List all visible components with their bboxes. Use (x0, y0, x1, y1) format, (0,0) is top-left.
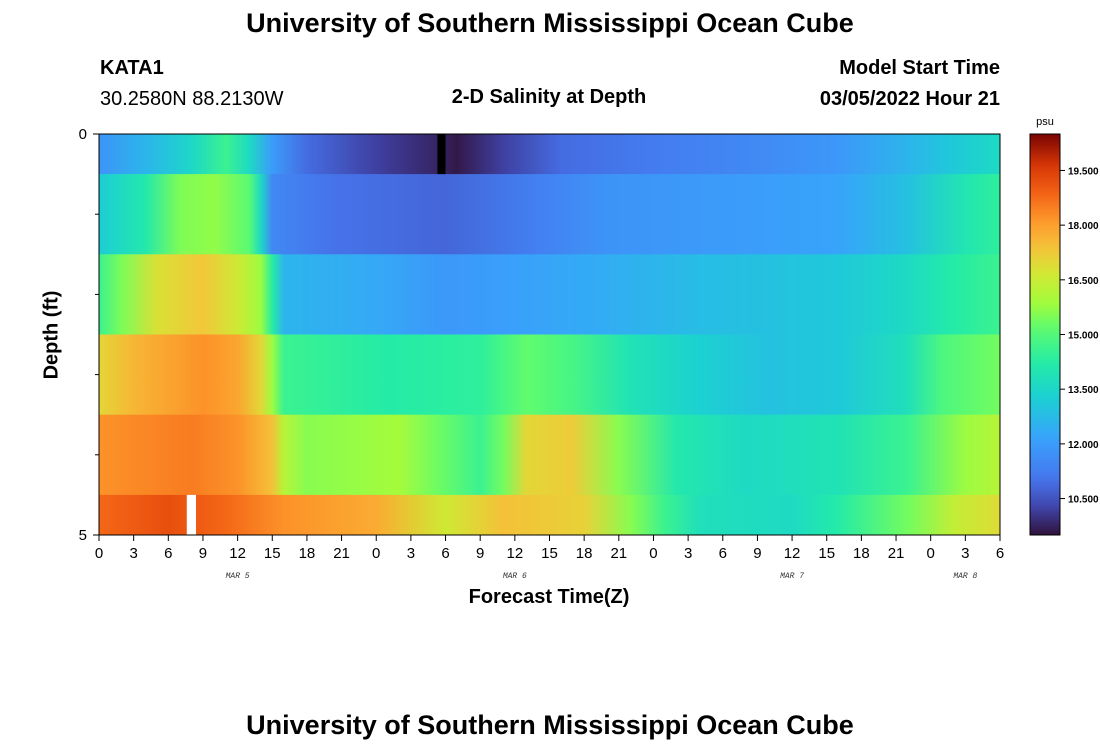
x-tick-label: 18 (299, 545, 316, 562)
x-tick-label: 0 (649, 545, 657, 562)
x-tick-label: 15 (818, 545, 835, 562)
colorbar-tick-label: 13.500 (1068, 385, 1099, 396)
salinity-layer (99, 334, 1000, 416)
x-tick-label: 15 (264, 545, 281, 562)
x-tick-label: 6 (996, 545, 1004, 562)
colorbar: psu 19.500 18.000 16.500 15.000 13.500 12.000 1… (1029, 116, 1099, 536)
x-axis: 0 3 6 9 12 15 18 21 0 3 6 9 12 15 18 21 0 3 6 9 12 15 18 21 0 3 6 M… (95, 535, 1004, 581)
colorbar-tick-label: 10.500 (1068, 495, 1099, 506)
heatmap-marker (186, 494, 197, 535)
footer-title: University of Southern Mississippi Ocean… (246, 710, 854, 740)
x-tick-label: 0 (372, 545, 380, 562)
x-tick-label: 21 (888, 545, 905, 562)
heatmap-layers (99, 134, 1000, 536)
x-tick-label: 0 (95, 545, 103, 562)
colorbar-tick-label: 16.500 (1068, 276, 1099, 287)
x-tick-label: 12 (507, 545, 524, 562)
y-tick-label: 0 (79, 126, 87, 143)
x-tick-label: 6 (441, 545, 449, 562)
model-start-label: Model Start Time (839, 57, 1000, 79)
day-label: MAR 7 (780, 572, 804, 581)
x-axis-label: Forecast Time(Z) (468, 586, 630, 608)
x-tick-label: 0 (927, 545, 935, 562)
colorbar-tick-label: 15.000 (1068, 331, 1099, 342)
colorbar-tick-label: 18.000 (1068, 221, 1099, 232)
station-coordinates: 30.2580N 88.2130W (100, 88, 284, 110)
salinity-layer (99, 494, 1000, 536)
x-tick-label: 3 (129, 545, 137, 562)
x-tick-label: 9 (199, 545, 207, 562)
salinity-layer (99, 254, 1000, 335)
x-tick-label: 3 (407, 545, 415, 562)
colorbar-unit: psu (1036, 116, 1054, 128)
x-tick-label: 3 (961, 545, 969, 562)
salinity-layer (99, 134, 1000, 175)
colorbar-tick-label: 12.000 (1068, 440, 1099, 451)
salinity-layer (99, 414, 1000, 496)
x-tick-label: 6 (719, 545, 727, 562)
day-label: MAR 8 (953, 572, 977, 581)
x-tick-label: 21 (610, 545, 627, 562)
x-tick-label: 6 (164, 545, 172, 562)
x-tick-label: 9 (476, 545, 484, 562)
chart-title: 2-D Salinity at Depth (451, 86, 647, 108)
day-label: MAR 6 (503, 572, 527, 581)
x-tick-label: 9 (753, 545, 761, 562)
station-id: KATA1 (100, 57, 164, 79)
y-tick-label: 5 (79, 527, 87, 544)
x-tick-label: 21 (333, 545, 350, 562)
heatmap-markers (186, 134, 446, 535)
heatmap-marker (437, 134, 446, 175)
y-axis-label: Depth (ft) (40, 290, 63, 380)
day-label: MAR 5 (226, 572, 250, 581)
colorbar-tick-label: 19.500 (1068, 166, 1099, 177)
x-tick-label: 12 (229, 545, 246, 562)
y-axis: 05 (79, 126, 99, 544)
x-tick-label: 15 (541, 545, 558, 562)
x-tick-label: 18 (576, 545, 593, 562)
colorbar-scale (1029, 133, 1061, 536)
page-title: University of Southern Mississippi Ocean… (246, 8, 854, 38)
salinity-layer (99, 174, 1000, 255)
x-tick-label: 12 (784, 545, 801, 562)
x-tick-label: 18 (853, 545, 870, 562)
model-start-time: 03/05/2022 Hour 21 (819, 88, 1000, 110)
x-tick-label: 3 (684, 545, 692, 562)
